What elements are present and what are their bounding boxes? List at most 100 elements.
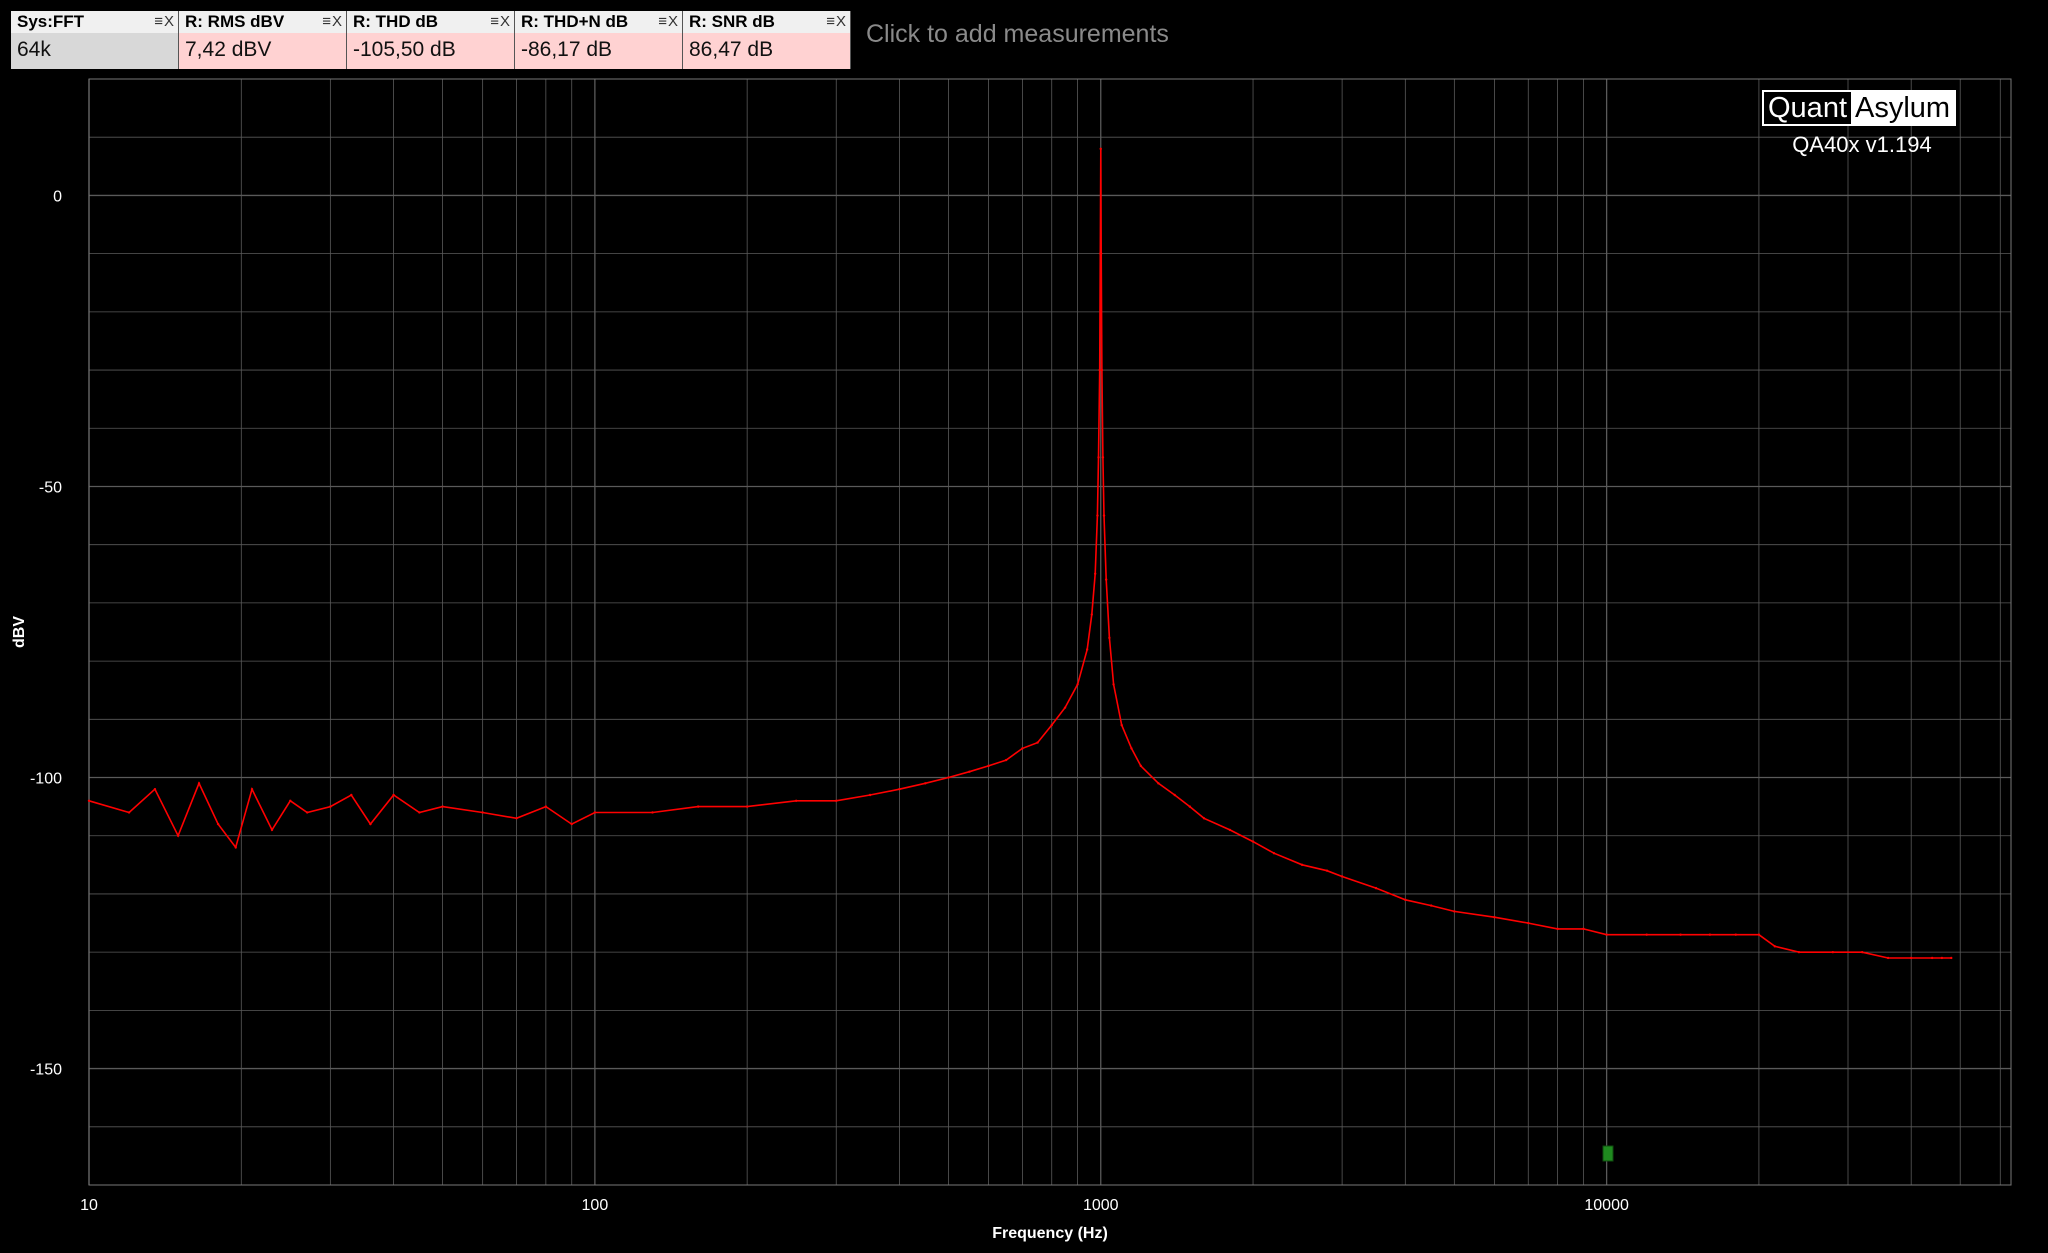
measurement-snr-db[interactable]: R: SNR dB ≡X 86,47 dB xyxy=(683,11,851,69)
series-point xyxy=(968,770,971,773)
series-point xyxy=(1112,683,1115,686)
series-point xyxy=(1556,927,1559,931)
series-points xyxy=(87,147,1953,960)
series-point xyxy=(745,805,749,808)
series-point xyxy=(1228,828,1232,832)
series-point xyxy=(593,811,597,814)
measurement-label: R: SNR dB ≡X xyxy=(683,11,850,33)
series-line-spectrum xyxy=(88,148,1952,959)
series-point xyxy=(153,787,157,791)
series-point xyxy=(1734,933,1737,936)
series-point xyxy=(1102,514,1106,517)
series-point xyxy=(176,834,180,837)
measurement-label: Sys:FFT ≡X xyxy=(11,11,178,33)
series-point xyxy=(216,822,220,826)
series-point xyxy=(1453,910,1456,913)
series-point xyxy=(1493,916,1496,919)
series-point xyxy=(441,805,444,808)
series-point xyxy=(924,782,927,785)
menu-close-icon[interactable]: ≡X xyxy=(490,13,511,30)
series-point xyxy=(1021,747,1024,750)
series-point xyxy=(1093,572,1097,575)
measurement-sys-fft[interactable]: Sys:FFT ≡X 64k xyxy=(11,11,179,69)
x-tick-label: 10 xyxy=(80,1197,98,1214)
series-point xyxy=(1098,368,1101,372)
measurement-bar: Sys:FFT ≡X 64k R: RMS dBV ≡X 7,42 dBV R:… xyxy=(11,11,851,69)
menu-close-icon[interactable]: ≡X xyxy=(658,13,679,30)
logo-text-quant: Quant xyxy=(1764,92,1851,124)
series-point xyxy=(651,811,654,814)
y-tick-label: -100 xyxy=(30,771,62,788)
series-point xyxy=(270,828,274,832)
menu-close-icon[interactable]: ≡X xyxy=(154,13,175,30)
series-point xyxy=(1708,933,1712,936)
series-point xyxy=(1940,956,1944,960)
series-point xyxy=(1120,723,1123,727)
series-point xyxy=(1910,956,1913,960)
series-point xyxy=(1100,368,1104,372)
measurement-rms-dbv[interactable]: R: RMS dBV ≡X 7,42 dBV xyxy=(179,11,347,69)
series-point xyxy=(1429,904,1433,907)
series-point xyxy=(481,811,484,814)
series-point xyxy=(1679,933,1682,936)
series-point xyxy=(1831,950,1835,954)
measurement-title: R: THD+N dB xyxy=(521,12,629,31)
axis-ticks: 10 100 1000 10000 0 -50 -100 -150 xyxy=(30,188,1629,1214)
series-point xyxy=(544,805,548,808)
series-point xyxy=(1797,950,1801,954)
y-tick-label: -150 xyxy=(30,1062,62,1079)
series-point xyxy=(234,846,237,849)
measurement-value: 64k xyxy=(11,33,178,69)
series-point xyxy=(868,793,872,797)
measurement-value: 86,47 dB xyxy=(683,33,850,69)
series-point xyxy=(1076,683,1079,686)
logo-text-asylum: Asylum xyxy=(1851,92,1955,124)
series-point xyxy=(1645,933,1648,936)
series-point xyxy=(987,764,990,768)
series-point xyxy=(306,811,309,814)
series-point xyxy=(1173,793,1176,797)
series-point xyxy=(1757,933,1761,936)
series-point xyxy=(392,793,395,797)
series-point xyxy=(1773,945,1777,948)
series-point xyxy=(1188,805,1192,808)
series-point xyxy=(1374,886,1378,890)
series-point xyxy=(1130,747,1133,750)
series-point xyxy=(1860,950,1864,954)
series-point xyxy=(1085,648,1089,651)
series-point xyxy=(696,805,700,808)
series-point xyxy=(289,799,292,803)
series-point xyxy=(794,799,798,803)
series-point xyxy=(1202,817,1206,820)
measurement-label: R: THD+N dB ≡X xyxy=(515,11,682,33)
measurement-label: R: RMS dBV ≡X xyxy=(179,11,346,33)
series-point xyxy=(898,787,901,791)
measurement-value: -105,50 dB xyxy=(347,33,514,69)
menu-close-icon[interactable]: ≡X xyxy=(322,13,343,30)
y-tick-label: 0 xyxy=(53,188,62,205)
series-point xyxy=(1104,578,1108,581)
series-point xyxy=(1582,927,1585,931)
series-point xyxy=(1157,782,1160,785)
series-point xyxy=(1096,514,1099,517)
series-point xyxy=(1300,863,1304,867)
series-point xyxy=(1950,956,1953,960)
measurement-thd-db[interactable]: R: THD dB ≡X -105,50 dB xyxy=(347,11,515,69)
series-point xyxy=(1527,921,1530,925)
series-point xyxy=(350,793,353,797)
series-point xyxy=(250,787,254,791)
x-tick-label: 100 xyxy=(582,1197,609,1214)
series-point xyxy=(369,822,372,826)
x-axis-title: Frequency (Hz) xyxy=(992,1225,1108,1242)
measurement-value: -86,17 dB xyxy=(515,33,682,69)
series-point xyxy=(1930,956,1934,960)
menu-close-icon[interactable]: ≡X xyxy=(826,13,847,30)
series-point xyxy=(1099,252,1103,255)
series-point xyxy=(570,822,573,826)
cursor-marker-icon[interactable] xyxy=(1602,1145,1614,1162)
measurement-title: R: RMS dBV xyxy=(185,12,285,31)
add-measurements-link[interactable]: Click to add measurements xyxy=(866,20,1169,48)
measurement-title: Sys:FFT xyxy=(17,12,85,31)
measurement-thdn-db[interactable]: R: THD+N dB ≡X -86,17 dB xyxy=(515,11,683,69)
